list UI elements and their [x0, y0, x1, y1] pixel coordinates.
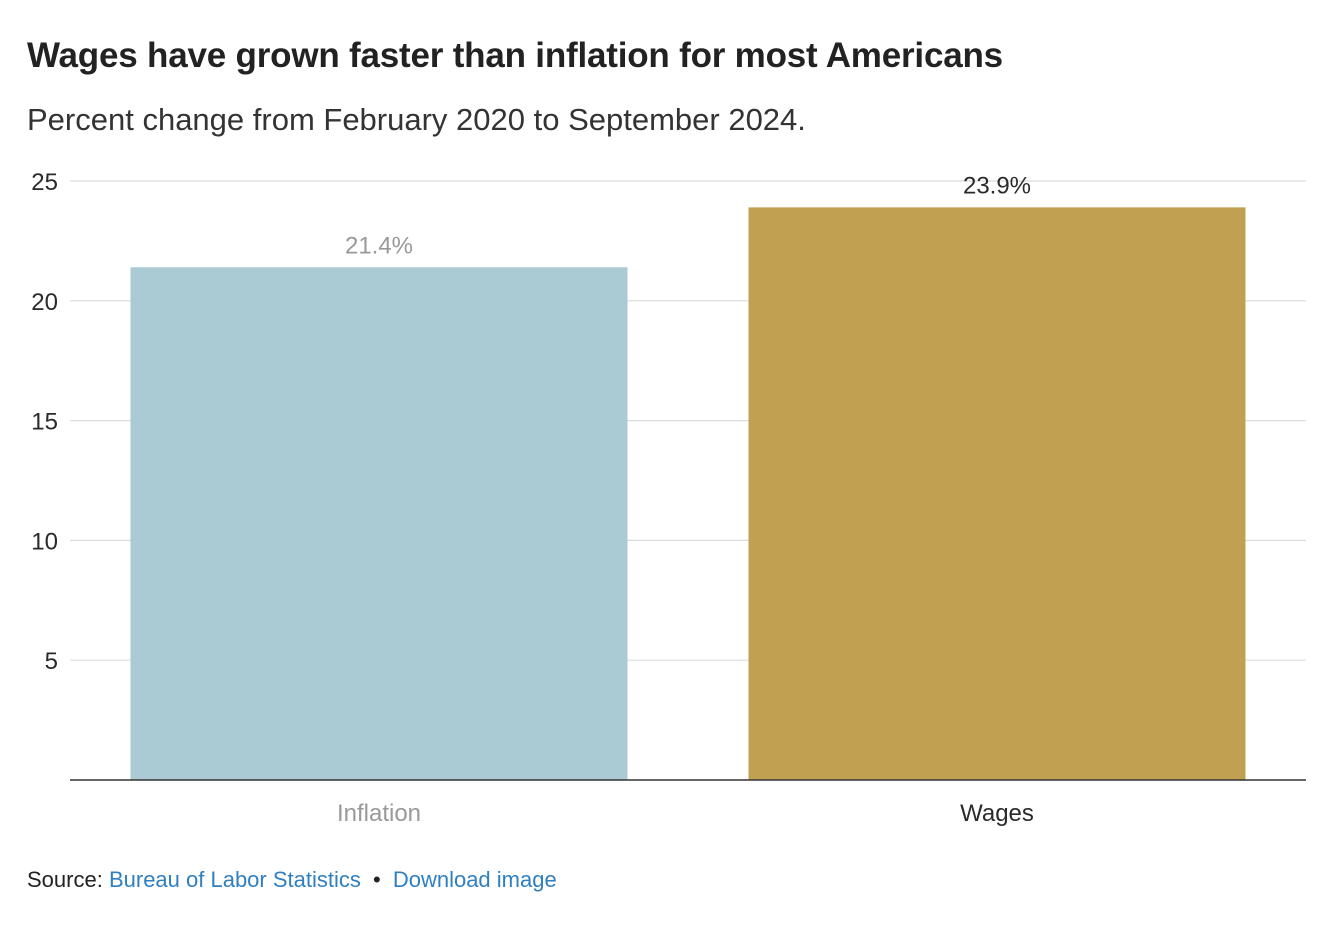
- bar-wages: [748, 207, 1246, 780]
- y-tick-label: 5: [45, 648, 58, 675]
- bar-inflation: [130, 267, 628, 781]
- chart-footer: Source: Bureau of Labor Statistics • Dow…: [27, 867, 557, 893]
- source-link[interactable]: Bureau of Labor Statistics: [108, 867, 361, 892]
- y-tick-label: 15: [31, 409, 58, 436]
- footer-separator: •: [373, 867, 381, 892]
- source-label: Source:: [27, 867, 103, 892]
- chart-title: Wages have grown faster than inflation f…: [27, 36, 1003, 75]
- x-tick-label-wages: Wages: [960, 800, 1034, 827]
- chart-subtitle: Percent change from February 2020 to Sep…: [27, 102, 806, 137]
- value-label-wages: 23.9%: [963, 172, 1031, 199]
- x-tick-label-inflation: Inflation: [337, 800, 421, 827]
- y-tick-label: 10: [31, 528, 58, 555]
- bar-chart: 5 10 15 20 25 21.4% Inflation 23.9% Wages: [31, 169, 1306, 827]
- y-tick-label: 20: [31, 289, 58, 316]
- y-tick-label: 25: [31, 169, 58, 196]
- download-image-link[interactable]: Download image: [392, 867, 557, 892]
- value-label-inflation: 21.4%: [345, 232, 413, 259]
